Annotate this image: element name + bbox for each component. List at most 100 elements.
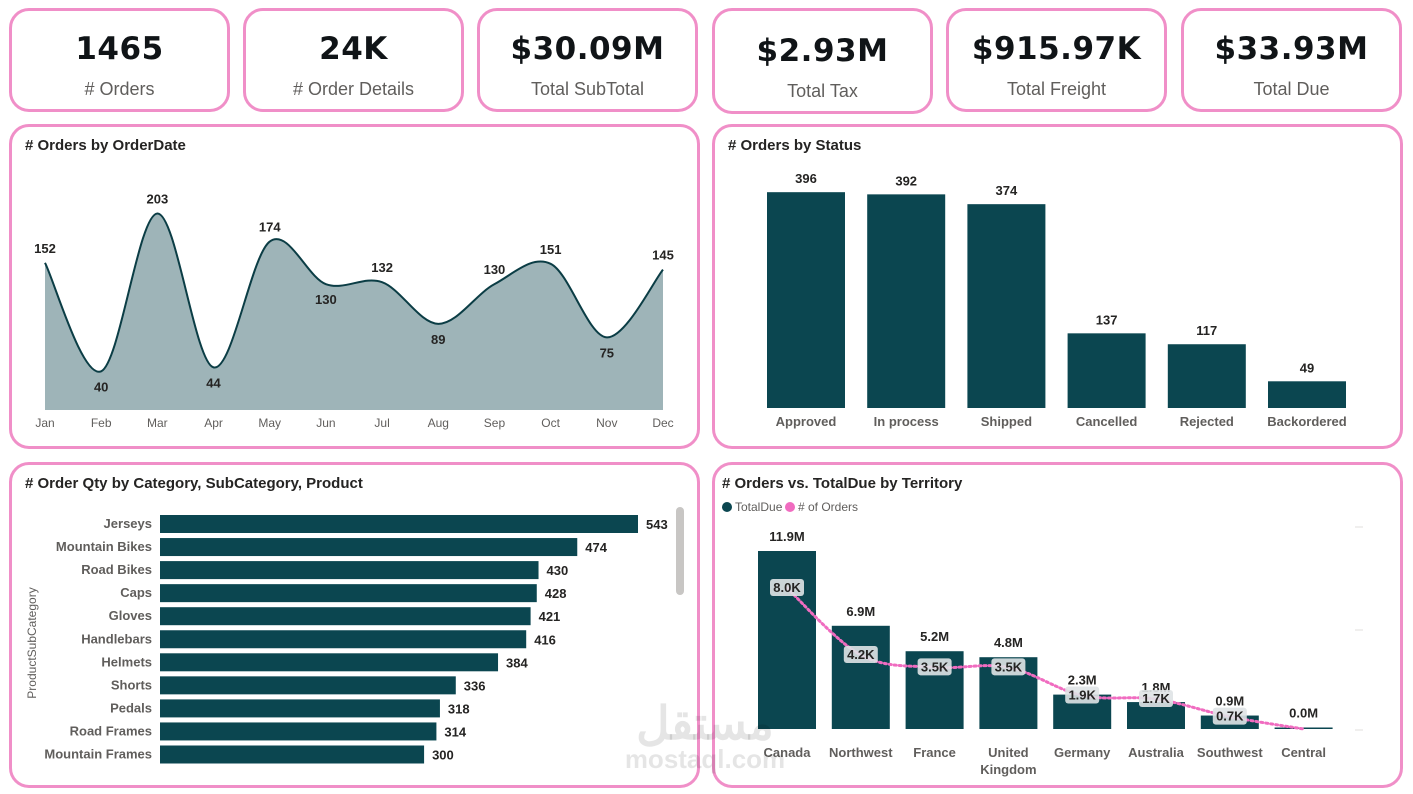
area-fill: [45, 213, 663, 410]
x-tick-label: Mar: [147, 416, 168, 430]
data-label: 336: [464, 678, 486, 693]
data-label: 428: [545, 586, 567, 601]
x-tick-label: Aug: [428, 416, 449, 430]
kpi-label: Total Tax: [787, 81, 858, 101]
y-tick-label: Handlebars: [81, 631, 152, 646]
territory-combo-chart[interactable]: TotalDue # of Orders 11.9M Canada 6.9M Northw…: [715, 465, 1400, 785]
x-tick-label: Central: [1281, 745, 1326, 760]
data-label: 318: [448, 701, 470, 716]
kpi-card-order-details[interactable]: 24K # Order Details: [243, 8, 464, 112]
x-tick-label: United: [988, 745, 1029, 760]
chart-title: # Orders by Status: [728, 137, 862, 154]
data-label: 174: [259, 220, 281, 235]
bar: [160, 561, 539, 580]
y-tick-label: Mountain Frames: [44, 747, 152, 762]
bar: [1167, 344, 1246, 408]
order-qty-panel[interactable]: # Order Qty by Category, SubCategory, Pr…: [9, 462, 700, 788]
data-label: 75: [600, 345, 614, 360]
data-label: 543: [646, 517, 668, 532]
area-line: [44, 212, 664, 373]
kpi-label: Total Due: [1253, 79, 1330, 99]
kpi-label: Total Freight: [1006, 79, 1107, 99]
chart-scrollbar[interactable]: [676, 507, 684, 595]
kpi-card-total-subtotal[interactable]: $30.09M Total SubTotal: [477, 8, 698, 112]
kpi-card-total-tax[interactable]: $2.93M Total Tax: [712, 8, 933, 114]
y-tick-label: Caps: [120, 585, 152, 600]
x-tick-label: May: [258, 416, 281, 430]
label-bg: [917, 658, 952, 676]
data-label: 5.2M: [920, 629, 949, 644]
x-tick-label: Southwest: [1197, 745, 1263, 760]
x-tick-label: Approved: [776, 414, 837, 429]
data-label: 0.0M: [1289, 706, 1318, 721]
orders-by-status-chart[interactable]: 396 Approved 392 In process 374 Shipped 137 Can…: [715, 127, 1400, 446]
kpi-label: Total SubTotal: [530, 79, 645, 99]
y-tick-label: Mountain Bikes: [56, 539, 152, 554]
bar: [160, 538, 578, 557]
data-label: 474: [585, 540, 607, 555]
x-tick-label: Germany: [1054, 745, 1111, 760]
kpi-value: $915.97K: [971, 31, 1142, 67]
orders-by-date-chart[interactable]: 152 Jan 40 Feb 203 Mar 44 Apr 174 May 130 Jun 132 Jul…: [12, 127, 697, 446]
order-qty-chart[interactable]: Jerseys 543 Mountain Bikes 474 Road Bikes 430…: [12, 465, 697, 785]
label-bg: [1139, 690, 1173, 708]
x-tick-label: Oct: [541, 416, 560, 430]
data-label: 132: [371, 260, 393, 275]
y-tick-label: Road Frames: [70, 723, 152, 738]
bar: [160, 515, 638, 533]
bar: [160, 699, 440, 718]
bar: [160, 584, 537, 603]
x-tick-label: Sep: [484, 416, 506, 430]
x-tick-label: In process: [874, 414, 939, 429]
y-tick-label: Road Bikes: [81, 562, 152, 577]
x-tick-label: Dec: [652, 416, 673, 430]
bar: [160, 653, 499, 672]
orders-by-date-panel[interactable]: # Orders by OrderDate 152 Jan 40 Feb 203 Mar 4…: [9, 124, 700, 449]
kpi-card-total-freight[interactable]: $915.97K Total Freight: [946, 8, 1167, 112]
label-bg: [770, 579, 804, 596]
data-label: 151: [540, 242, 562, 257]
watermark-arabic: مستقل: [636, 697, 774, 749]
data-label: 396: [795, 171, 817, 186]
bar: [160, 607, 531, 626]
kpi-card-orders[interactable]: 1465 # Orders: [9, 8, 230, 112]
x-tick-label: Backordered: [1267, 414, 1347, 429]
label-bg: [1212, 707, 1247, 725]
x-tick-label: Canada: [764, 745, 812, 760]
x-tick-label: Kingdom: [980, 762, 1036, 777]
watermark-latin: mostaql.com: [624, 744, 786, 774]
y-tick-label: Helmets: [101, 654, 152, 669]
line-data-label: 3.5K: [921, 659, 949, 674]
data-label: 6.9M: [846, 604, 875, 619]
data-label: 300: [432, 748, 454, 763]
data-label: 374: [996, 183, 1018, 198]
data-label: 137: [1096, 312, 1118, 327]
x-tick-label: Jun: [316, 416, 335, 430]
kpi-label: # Orders: [84, 79, 155, 99]
legend-marker: [722, 502, 732, 512]
y-tick-label: Gloves: [109, 608, 152, 623]
data-label: 130: [484, 262, 506, 277]
bar: [967, 204, 1046, 408]
data-label: 44: [206, 375, 221, 390]
orders-by-status-panel[interactable]: # Orders by Status 396 Approved 392 In proc…: [712, 124, 1403, 449]
territory-panel[interactable]: # Orders vs. TotalDue by Territory Total…: [712, 462, 1403, 788]
legend-label: # of Orders: [798, 500, 858, 514]
x-tick-label: Apr: [204, 416, 223, 430]
watermark: مستقل mostaql.com: [615, 700, 795, 772]
data-label: 416: [534, 632, 556, 647]
x-tick-label: Australia: [1128, 745, 1184, 760]
x-tick-label: Rejected: [1180, 414, 1234, 429]
data-label: 4.8M: [994, 635, 1023, 650]
data-label: 117: [1196, 323, 1217, 338]
bar: [1268, 381, 1346, 408]
data-label: 152: [34, 241, 56, 256]
label-bg: [1065, 686, 1100, 704]
label-bg: [991, 658, 1026, 676]
kpi-card-total-due[interactable]: $33.93M Total Due: [1181, 8, 1402, 112]
chart-title: # Order Qty by Category, SubCategory, Pr…: [25, 475, 363, 492]
label-bg: [843, 645, 878, 663]
data-label: 40: [94, 379, 108, 394]
x-tick-label: Cancelled: [1076, 414, 1137, 429]
x-tick-label: Nov: [596, 416, 617, 430]
